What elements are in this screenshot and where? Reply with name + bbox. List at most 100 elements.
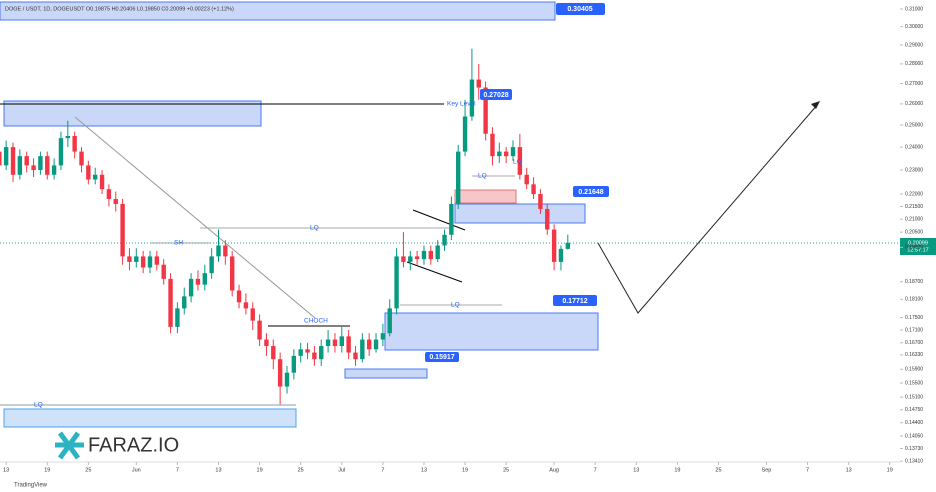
lq: LQ [478, 173, 487, 180]
y-tick-label: 0.14400 [905, 420, 923, 426]
y-tick-label: 0.29000 [905, 42, 923, 48]
candle-body [38, 156, 43, 171]
candle-body [312, 352, 317, 360]
candle-body [394, 256, 399, 309]
x-tick-label: 7 [806, 467, 809, 473]
candle-body [414, 256, 420, 260]
candle-body [86, 165, 91, 180]
y-tick-label: 0.31000 [905, 6, 923, 12]
tag-text: 0.27028 [483, 92, 508, 99]
price-tag [425, 352, 459, 362]
candle-body [387, 308, 392, 334]
candle-body [339, 336, 344, 347]
x-tick-label: 13 [633, 467, 639, 473]
candle-body [462, 116, 468, 152]
y-tick-label: 0.15500 [905, 380, 923, 386]
candle-body [298, 349, 303, 356]
candle-body [127, 256, 132, 262]
candle-body [257, 320, 262, 340]
candle-body [17, 156, 23, 175]
candle-body [517, 147, 523, 175]
y-tick-label: 0.17500 [905, 315, 923, 321]
x-tick-label: Jul [338, 467, 345, 473]
candle-body [99, 174, 105, 190]
candle-body [93, 174, 98, 180]
candle-body [120, 203, 125, 257]
wedge-line [412, 209, 466, 231]
y-tick-label: 0.14050 [905, 433, 923, 439]
candle-body [545, 208, 550, 230]
x-tick-label: 13 [846, 467, 852, 473]
price-tag [553, 295, 597, 306]
candle-body [106, 189, 112, 199]
watermark-text: FARAZ.IO [88, 434, 179, 456]
candle-body [497, 151, 502, 157]
drawings [0, 1, 900, 428]
tag-text: 0.30405 [567, 6, 592, 13]
price-box [900, 238, 936, 255]
candle-body [264, 339, 269, 347]
candle-body [476, 79, 481, 88]
x-tick-label: 19 [674, 467, 680, 473]
labels: 0.30405 Key Level 0.27028 0.21648 LQ LQ … [5, 3, 936, 489]
x-tick-label: Sep [762, 467, 772, 473]
candle-body [490, 133, 495, 157]
candle-body [558, 248, 564, 262]
candle-body [229, 256, 235, 291]
lq: LQ [451, 302, 460, 309]
price-tag [573, 186, 609, 197]
tag-text: 0.15917 [429, 354, 454, 361]
candle-body [65, 135, 71, 139]
candle-body [380, 333, 386, 340]
arrow-head [811, 101, 820, 109]
y-tick-label: 0.15900 [905, 367, 923, 373]
zone [3, 100, 262, 127]
wedge-line [406, 261, 463, 283]
y-tick-label: 0.16330 [905, 352, 923, 358]
candle-body [373, 339, 379, 350]
x-tick-label: 25 [298, 467, 304, 473]
y-tick-label: 0.16700 [905, 340, 923, 346]
candle-body [250, 308, 255, 321]
y-tick-label: 0.22000 [905, 191, 923, 197]
candle-body [551, 229, 557, 262]
footer: TradingView [14, 483, 48, 489]
candle-body [147, 256, 153, 268]
candle-body [51, 165, 57, 175]
x-tick-label: 19 [462, 467, 468, 473]
candle-body [435, 245, 440, 260]
price-label: 0.20099 [908, 240, 928, 246]
key-level: Key Level [447, 101, 476, 108]
candle-body [421, 250, 427, 260]
zone [0, 1, 556, 21]
trend-line [74, 116, 316, 319]
candle-body [284, 372, 290, 387]
candle-body [538, 194, 543, 209]
candle-body [134, 256, 139, 262]
candle-body [209, 256, 214, 274]
y-tick-label: 0.26000 [905, 101, 923, 107]
candle-body [442, 234, 447, 246]
candle-body [10, 147, 16, 175]
y-tick-label: 0.15100 [905, 394, 923, 400]
zone [454, 203, 586, 224]
tag-text: 0.21648 [578, 189, 603, 196]
candle-body [524, 174, 529, 185]
candle-body [154, 256, 160, 265]
x-tick-label: 19 [44, 467, 50, 473]
candle-body [401, 256, 406, 262]
candle-body [202, 273, 207, 285]
candle-body [565, 242, 571, 249]
x-tick-label: 7 [176, 467, 179, 473]
x-tick-label: Aug [549, 467, 559, 473]
zone [344, 368, 428, 379]
choch: CHOCH [304, 318, 328, 325]
y-tick-label: 0.27000 [905, 81, 923, 87]
candle-body [346, 336, 351, 353]
candles [0, 48, 571, 405]
lq: LQ [310, 225, 319, 232]
candle-body [243, 302, 249, 309]
candle-body [24, 156, 29, 166]
y-tick-label: 0.30000 [905, 24, 923, 30]
